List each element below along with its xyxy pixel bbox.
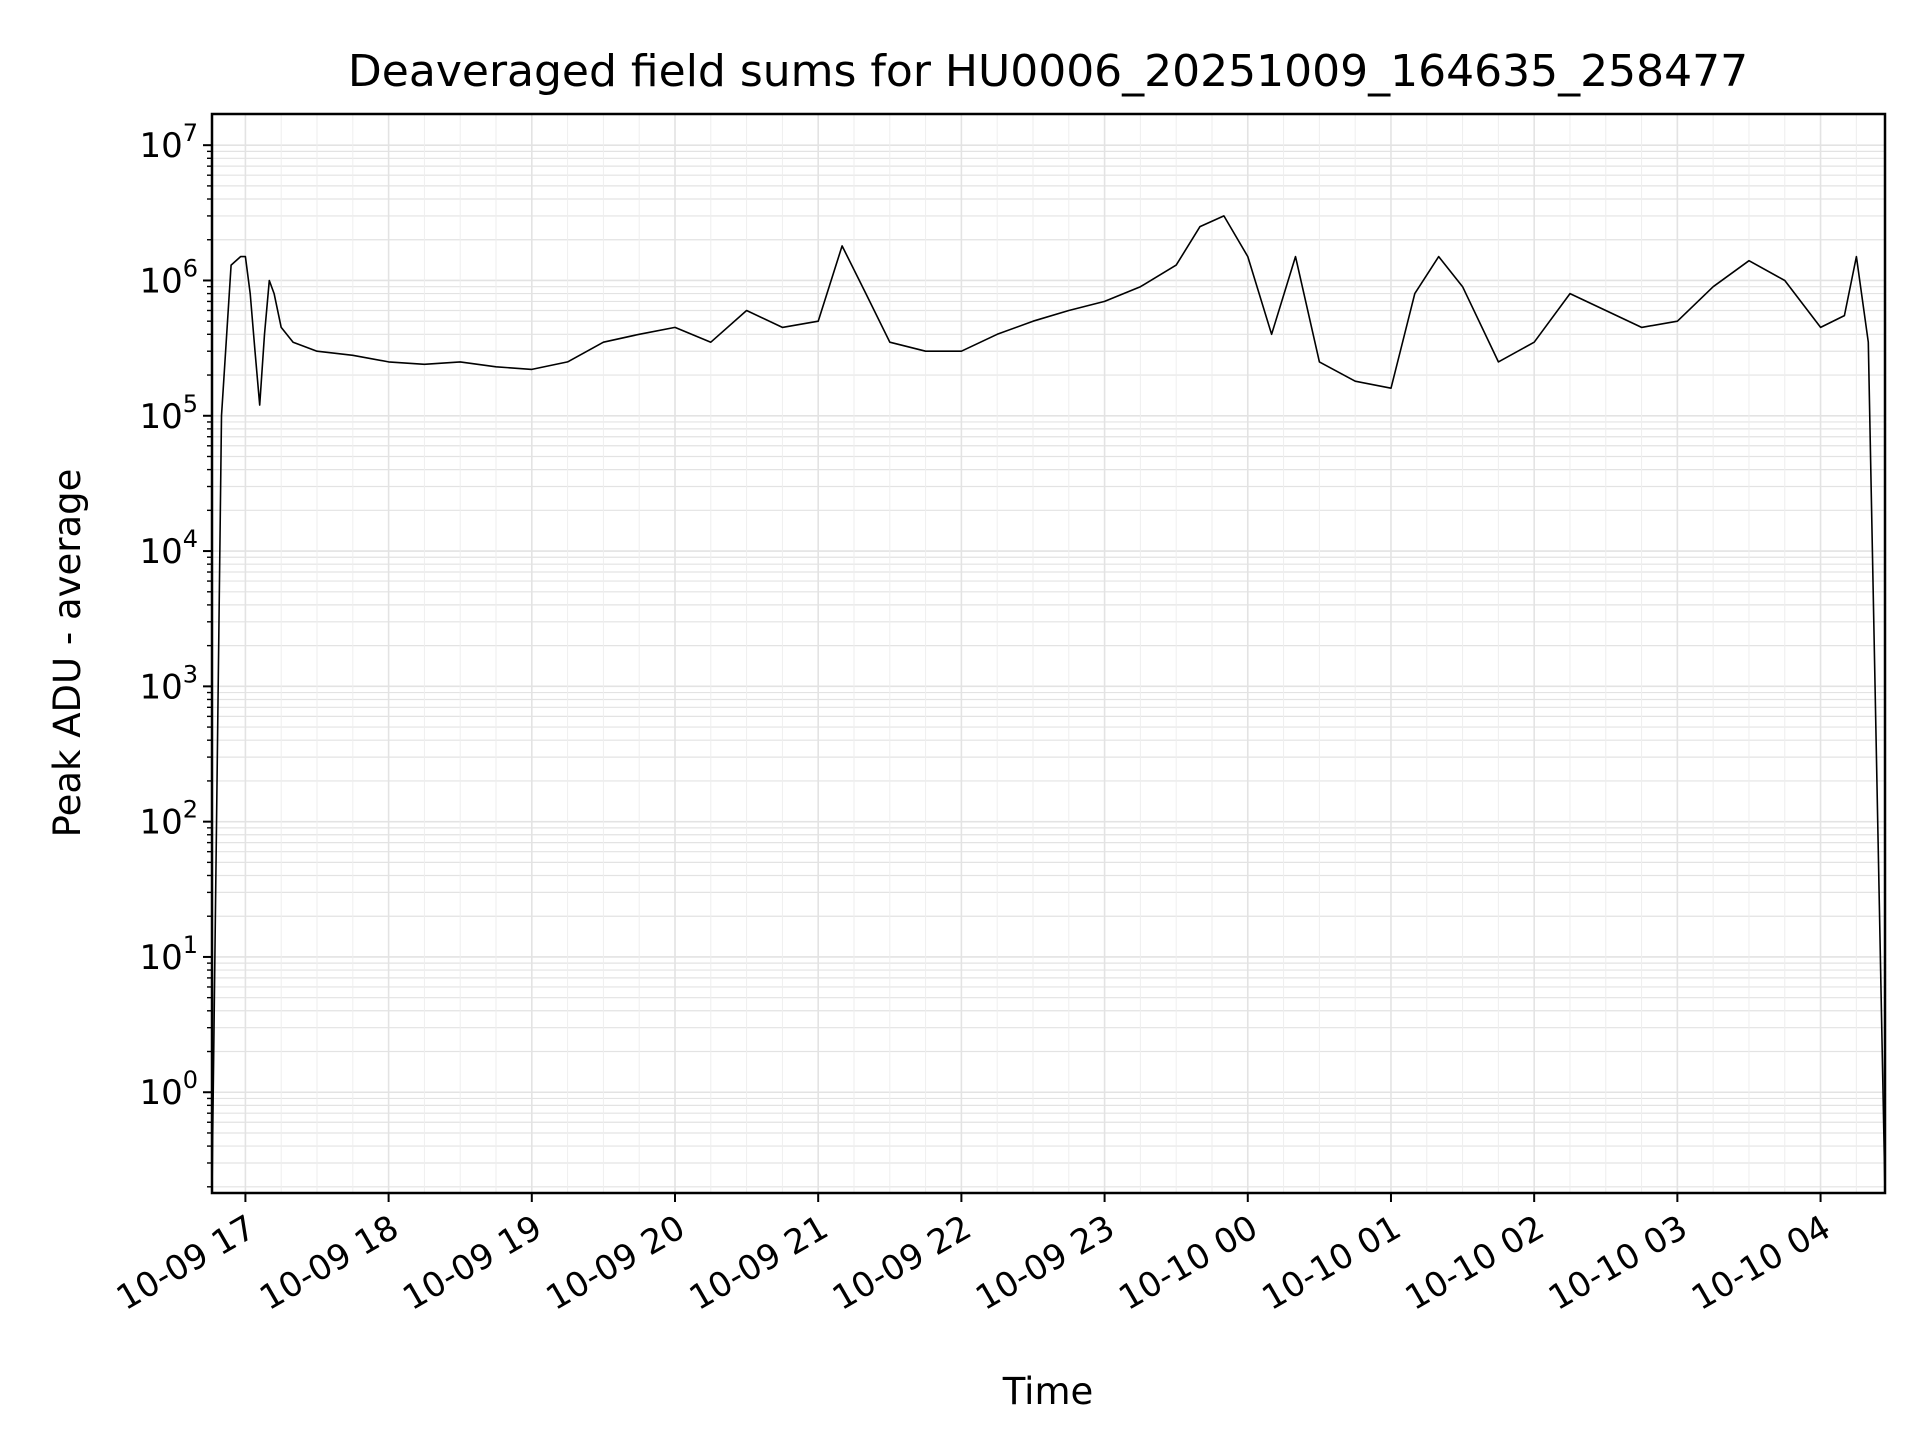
chart-title: Deaveraged field sums for HU0006_2025100… (348, 46, 1748, 97)
y-tick-label: 103 (139, 660, 198, 707)
grid (212, 114, 1885, 1193)
plot-frame (210, 112, 1887, 1195)
y-axis-label: Peak ADU - average (46, 469, 89, 838)
y-tick-label: 105 (139, 390, 198, 437)
y-tick-label: 101 (139, 931, 198, 978)
y-tick-label: 102 (139, 796, 198, 843)
x-axis-label: Time (1002, 1370, 1094, 1413)
y-tick-label: 107 (139, 119, 198, 166)
series-line (211, 215, 1886, 1194)
y-tick-label: 104 (139, 525, 198, 572)
y-tick-label: 100 (139, 1066, 198, 1113)
y-tick-label: 106 (139, 254, 198, 301)
